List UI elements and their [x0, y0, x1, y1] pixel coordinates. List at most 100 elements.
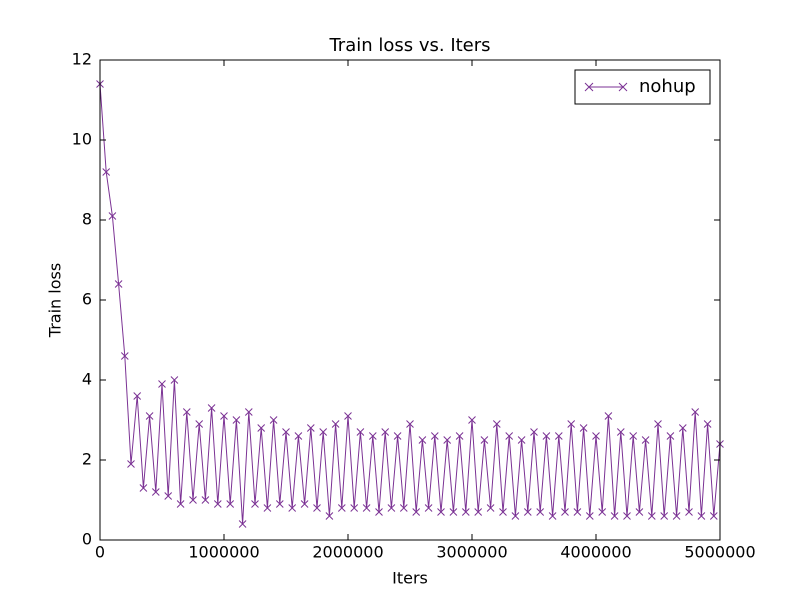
data-point	[641, 436, 650, 444]
data-point	[182, 408, 191, 416]
data-point	[306, 424, 315, 432]
y-axis-label: Train loss	[46, 263, 65, 338]
data-point	[325, 512, 334, 520]
data-point	[616, 428, 625, 436]
y-tick-label: 6	[82, 290, 92, 309]
data-point	[424, 504, 433, 512]
data-point	[474, 508, 483, 516]
data-point	[585, 512, 594, 520]
data-point	[251, 500, 259, 508]
data-point	[368, 432, 377, 440]
data-point	[170, 376, 179, 384]
data-point	[238, 520, 247, 528]
data-point	[604, 412, 613, 420]
data-point	[406, 420, 414, 428]
data-point	[523, 508, 532, 516]
data-point	[418, 436, 427, 444]
y-tick-label: 0	[82, 530, 92, 549]
data-point	[548, 512, 557, 520]
x-tick-label: 5000000	[684, 543, 755, 562]
data-point	[647, 512, 656, 520]
data-point	[288, 504, 297, 512]
y-tick-label: 10	[72, 130, 92, 149]
data-point	[195, 420, 204, 428]
data-point	[598, 508, 607, 516]
legend: nohup	[574, 69, 711, 105]
data-point	[387, 504, 396, 512]
data-point	[133, 392, 142, 400]
data-point	[108, 212, 117, 220]
data-point	[449, 508, 458, 516]
data-point	[499, 508, 507, 516]
data-point	[660, 512, 669, 520]
data-point	[623, 512, 631, 520]
data-point	[145, 412, 154, 420]
data-point	[530, 428, 538, 436]
data-point	[561, 508, 569, 516]
data-point	[685, 508, 693, 516]
y-tick-label: 8	[82, 210, 92, 229]
y-tick-label: 12	[72, 50, 92, 69]
data-point	[666, 432, 675, 440]
data-point	[244, 408, 253, 416]
data-point	[629, 432, 638, 440]
data-point	[672, 512, 681, 520]
series-line	[99, 83, 721, 525]
x-tick-label: 3000000	[436, 543, 507, 562]
data-point	[269, 416, 278, 424]
data-point	[350, 504, 359, 512]
y-tick-label: 4	[82, 370, 92, 389]
data-point	[362, 504, 371, 512]
data-point	[151, 488, 160, 496]
data-point	[455, 432, 464, 440]
plot-area	[96, 80, 724, 528]
data-point	[226, 500, 235, 508]
data-point	[213, 500, 222, 508]
data-point	[282, 428, 290, 436]
data-point	[412, 508, 421, 516]
data-point	[127, 460, 135, 468]
data-point	[697, 512, 706, 520]
data-point	[294, 432, 303, 440]
data-point	[430, 432, 439, 440]
data-point	[375, 508, 383, 516]
data-point	[232, 416, 241, 424]
data-point	[492, 420, 501, 428]
data-point	[164, 492, 173, 500]
data-point	[703, 420, 712, 428]
data-point	[399, 504, 408, 512]
legend-marker	[584, 82, 628, 92]
data-point	[573, 508, 582, 516]
data-point	[567, 420, 576, 428]
data-point	[554, 432, 563, 440]
data-point	[468, 416, 476, 424]
data-point	[654, 420, 662, 428]
data-point	[486, 504, 495, 512]
data-point	[505, 432, 514, 440]
chart-title: Train loss vs. Iters	[328, 35, 490, 56]
data-point	[120, 352, 129, 360]
data-point	[542, 432, 551, 440]
data-point	[592, 432, 600, 440]
data-point	[356, 428, 365, 436]
y-tick-label: 2	[82, 450, 92, 469]
data-point	[139, 484, 148, 492]
data-point	[220, 412, 228, 420]
data-point	[176, 500, 185, 508]
data-point	[331, 420, 340, 428]
data-point	[610, 512, 619, 520]
data-point	[313, 504, 321, 512]
data-point	[337, 504, 346, 512]
data-point	[517, 436, 526, 444]
data-point	[319, 428, 328, 436]
x-tick-label: 4000000	[560, 543, 631, 562]
data-point	[536, 508, 545, 516]
data-point	[461, 508, 470, 516]
data-point	[393, 432, 402, 440]
data-point	[678, 424, 687, 432]
data-point	[480, 436, 489, 444]
data-point	[691, 408, 700, 416]
x-tick-label: 0	[95, 543, 105, 562]
